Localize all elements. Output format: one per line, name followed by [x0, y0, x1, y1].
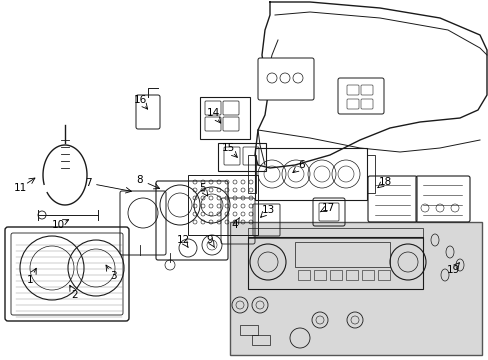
Text: 4: 4: [231, 220, 238, 230]
Text: 19: 19: [446, 265, 459, 275]
Bar: [247, 155, 256, 193]
Text: 17: 17: [321, 203, 334, 213]
Text: 2: 2: [72, 290, 78, 300]
Text: 11: 11: [13, 183, 26, 193]
Bar: [200, 97, 249, 139]
Text: 15: 15: [221, 143, 234, 153]
Text: 8: 8: [137, 175, 143, 185]
Text: 1: 1: [27, 275, 33, 285]
Bar: [366, 155, 374, 193]
Bar: [218, 143, 265, 171]
Bar: [254, 148, 366, 200]
FancyBboxPatch shape: [337, 78, 383, 114]
Bar: [251, 335, 269, 345]
Text: 18: 18: [378, 177, 391, 187]
Bar: [329, 270, 341, 280]
Text: 5: 5: [198, 183, 205, 193]
Bar: [313, 270, 325, 280]
Text: 14: 14: [206, 108, 219, 118]
Text: 12: 12: [176, 235, 189, 245]
Bar: [240, 325, 258, 335]
Bar: [377, 270, 389, 280]
Text: 7: 7: [84, 178, 91, 188]
Text: 6: 6: [298, 160, 305, 170]
Text: 16: 16: [133, 95, 146, 105]
Bar: [346, 270, 357, 280]
Text: 9: 9: [206, 235, 213, 245]
Bar: [247, 228, 422, 238]
Text: 10: 10: [51, 220, 64, 230]
FancyBboxPatch shape: [258, 58, 313, 100]
Bar: [229, 222, 481, 355]
Bar: [187, 175, 258, 235]
Text: 13: 13: [261, 205, 274, 215]
Bar: [297, 270, 309, 280]
Bar: [247, 237, 422, 289]
Bar: [294, 242, 389, 267]
Bar: [361, 270, 373, 280]
Text: 3: 3: [109, 271, 116, 281]
